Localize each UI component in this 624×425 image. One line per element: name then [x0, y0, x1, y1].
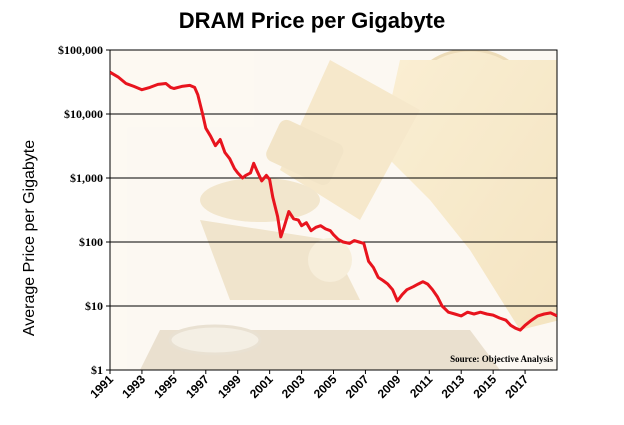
x-tick-label: 2015 [470, 372, 499, 401]
y-tick-label: $1 [91, 363, 103, 377]
x-tick-label: 2001 [247, 372, 276, 401]
source-annotation: Source: Objective Analysis [450, 354, 553, 364]
y-tick-label: $100,000 [58, 43, 103, 57]
price-series-line [110, 70, 557, 332]
y-tick-label: $1,000 [70, 171, 103, 185]
x-tick-label: 1997 [183, 372, 212, 401]
y-axis-ticks: $1 $10 $100 $1,000 $10,000 $100,000 [58, 43, 110, 377]
x-tick-label: 2007 [343, 372, 372, 401]
y-tick-label: $10 [85, 299, 103, 313]
y-axis-label: Average Price per Gigabyte [21, 140, 38, 336]
microscope-background-image [110, 50, 557, 370]
x-tick-label: 2013 [439, 372, 468, 401]
x-tick-label: 2011 [407, 372, 436, 401]
x-axis-ticks: 1991 1993 1995 1997 1999 2001 2003 2005 2007 2009… [87, 370, 531, 401]
x-tick-label: 2009 [375, 372, 404, 401]
chart-title: DRAM Price per Gigabyte [178, 8, 446, 33]
x-tick-label: 1993 [119, 372, 148, 401]
x-tick-label: 1995 [151, 372, 180, 401]
x-tick-label: 2005 [311, 372, 340, 401]
y-tick-label: $10,000 [64, 107, 103, 121]
gridlines [110, 113, 557, 307]
x-tick-label: 1999 [215, 372, 244, 401]
x-tick-label: 2003 [279, 372, 308, 401]
x-tick-label: 2017 [502, 372, 531, 401]
y-tick-label: $100 [79, 235, 103, 249]
